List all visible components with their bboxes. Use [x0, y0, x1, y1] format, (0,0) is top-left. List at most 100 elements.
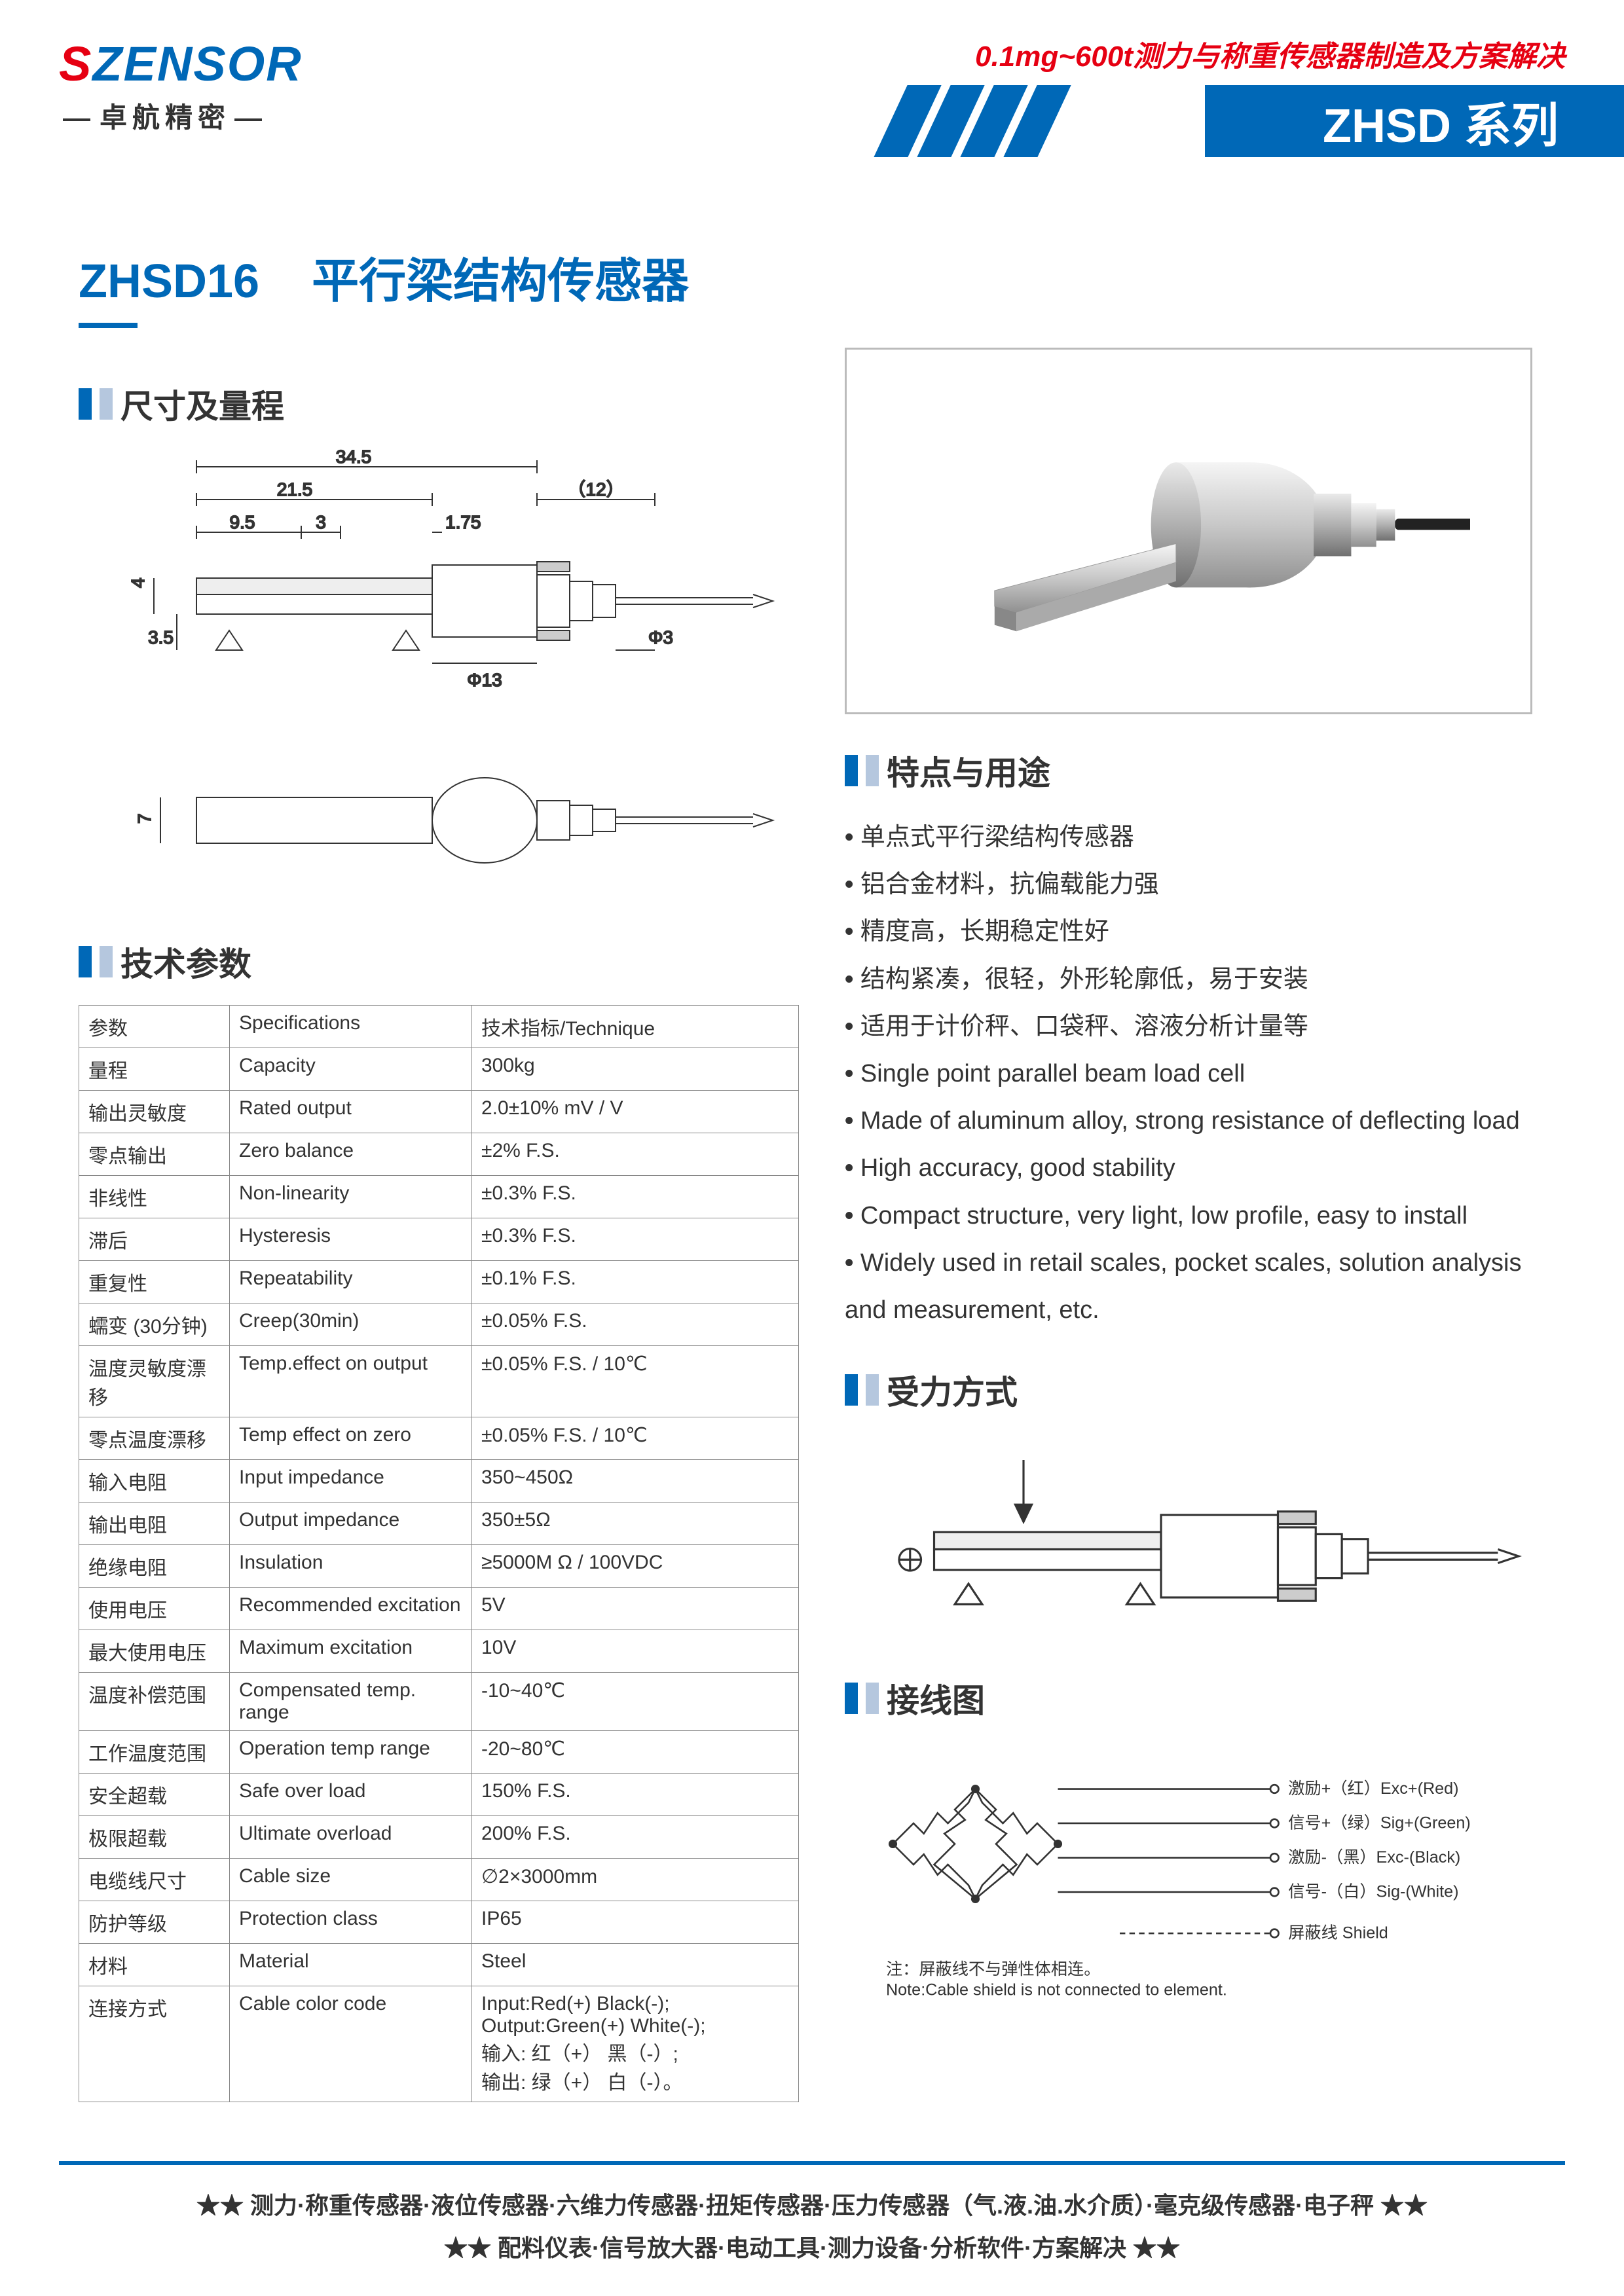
blue-bar-icon — [845, 755, 858, 786]
table-cell: 200% F.S. — [472, 1816, 799, 1859]
dimension-drawing-side: 7 — [79, 752, 799, 896]
blue-bar-icon — [845, 1374, 858, 1406]
footer-line1: ★★ 测力·称重传感器·液位传感器·六维力传感器·扭矩传感器·压力传感器（气.液… — [0, 2185, 1624, 2227]
page-footer: ★★ 测力·称重传感器·液位传感器·六维力传感器·扭矩传感器·压力传感器（气.液… — [0, 2161, 1624, 2270]
list-item: Widely used in retail scales, pocket sca… — [845, 1239, 1532, 1334]
wiring-note-en: Note:Cable shield is not connected to el… — [886, 1981, 1227, 1999]
table-cell: 绝缘电阻 — [79, 1545, 230, 1588]
svg-text:34.5: 34.5 — [336, 447, 372, 467]
spec-table: 参数Specifications技术指标/Technique量程Capacity… — [79, 1005, 799, 2102]
gray-bar-icon — [866, 1374, 879, 1406]
svg-text:1.75: 1.75 — [445, 512, 481, 532]
section-force: 受力方式 — [845, 1366, 1532, 1413]
table-row: 零点输出Zero balance±2% F.S. — [79, 1133, 799, 1176]
model-name: 平行梁结构传感器 — [312, 255, 689, 308]
table-row: 温度补偿范围Compensated temp. range-10~40℃ — [79, 1673, 799, 1731]
table-cell: Maximum excitation — [230, 1630, 472, 1673]
table-cell: 输入电阻 — [79, 1460, 230, 1503]
table-cell: Material — [230, 1944, 472, 1986]
table-cell: 安全超载 — [79, 1774, 230, 1816]
blue-bar-icon — [79, 388, 92, 420]
model-number: ZHSD16 — [79, 255, 259, 308]
table-cell: Rated output — [230, 1091, 472, 1133]
section-specs-label: 技术参数 — [120, 938, 251, 985]
logo-subtitle: 卓航精密 — [59, 96, 303, 136]
svg-text:9.5: 9.5 — [230, 512, 255, 532]
table-cell: Output impedance — [230, 1503, 472, 1545]
table-row: 防护等级Protection classIP65 — [79, 1901, 799, 1944]
main-content: 尺寸及量程 34.5 21.5 （12） 9.5 3 — [0, 328, 1624, 2102]
table-cell: 极限超载 — [79, 1816, 230, 1859]
table-cell: 温度灵敏度漂移 — [79, 1346, 230, 1417]
table-cell: Temp.effect on output — [230, 1346, 472, 1417]
wiring-note-cn: 注：屏蔽线不与弹性体相连。 — [886, 1960, 1100, 1978]
svg-text:4: 4 — [128, 577, 148, 588]
svg-text:7: 7 — [134, 813, 155, 824]
feature-list: 单点式平行梁结构传感器铝合金材料，抗偏载能力强精度高，长期稳定性好结构紧凑，很轻… — [845, 814, 1532, 1334]
series-banner: ZHSD 系列 — [1205, 85, 1624, 157]
table-cell: 零点温度漂移 — [79, 1417, 230, 1460]
table-cell: 连接方式 — [79, 1986, 230, 2102]
table-cell: Operation temp range — [230, 1731, 472, 1774]
svg-text:Φ13: Φ13 — [467, 670, 502, 690]
slash-decor — [891, 85, 1054, 157]
table-row: 极限超载Ultimate overload200% F.S. — [79, 1816, 799, 1859]
table-cell: 工作温度范围 — [79, 1731, 230, 1774]
table-cell: 350±5Ω — [472, 1503, 799, 1545]
table-cell: 电缆线尺寸 — [79, 1859, 230, 1901]
table-cell: 蠕变 (30分钟) — [79, 1303, 230, 1346]
table-cell: Specifications — [230, 1006, 472, 1048]
table-cell: ±0.05% F.S. / 10℃ — [472, 1417, 799, 1460]
table-row: 安全超载Safe over load150% F.S. — [79, 1774, 799, 1816]
table-row: 输出电阻Output impedance350±5Ω — [79, 1503, 799, 1545]
table-cell: ±0.05% F.S. / 10℃ — [472, 1346, 799, 1417]
table-cell: 150% F.S. — [472, 1774, 799, 1816]
table-cell: ±0.3% F.S. — [472, 1176, 799, 1218]
table-cell: 5V — [472, 1588, 799, 1630]
product-image — [845, 348, 1532, 714]
table-row: 最大使用电压Maximum excitation10V — [79, 1630, 799, 1673]
table-row: 工作温度范围Operation temp range-20~80℃ — [79, 1731, 799, 1774]
table-cell: 最大使用电压 — [79, 1630, 230, 1673]
gray-bar-icon — [100, 388, 113, 420]
table-row: 蠕变 (30分钟)Creep(30min)±0.05% F.S. — [79, 1303, 799, 1346]
table-row: 温度灵敏度漂移Temp.effect on output±0.05% F.S. … — [79, 1346, 799, 1417]
list-item: Compact structure, very light, low profi… — [845, 1192, 1532, 1239]
svg-text:3: 3 — [316, 512, 326, 532]
page-title: ZHSD16 平行梁结构传感器 — [79, 242, 1624, 311]
force-diagram — [845, 1446, 1532, 1639]
table-cell: 非线性 — [79, 1176, 230, 1218]
table-cell: 参数 — [79, 1006, 230, 1048]
table-cell: 重复性 — [79, 1261, 230, 1303]
table-cell: Protection class — [230, 1901, 472, 1944]
svg-text:（12）: （12） — [567, 479, 624, 500]
page-header: SZENSOR 卓航精密 0.1mg~600t测力与称重传感器制造及方案解决 Z… — [0, 0, 1624, 190]
blue-bar-icon — [79, 946, 92, 977]
section-dimensions-label: 尺寸及量程 — [120, 380, 284, 428]
logo: SZENSOR 卓航精密 — [59, 36, 303, 136]
section-wiring: 接线图 — [845, 1675, 1532, 1722]
logo-s: S — [59, 37, 92, 91]
table-row: 绝缘电阻Insulation≥5000M Ω / 100VDC — [79, 1545, 799, 1588]
list-item: 适用于计价秤、口袋秤、溶液分析计量等 — [845, 1003, 1532, 1050]
logo-text: SZENSOR — [59, 36, 303, 92]
table-row: 输入电阻Input impedance350~450Ω — [79, 1460, 799, 1503]
table-cell: 技术指标/Technique — [472, 1006, 799, 1048]
table-cell: ±2% F.S. — [472, 1133, 799, 1176]
table-cell: 材料 — [79, 1944, 230, 1986]
wiring-sig-plus: 信号+（绿）Sig+(Green) — [1288, 1813, 1471, 1832]
table-cell: 350~450Ω — [472, 1460, 799, 1503]
table-cell: 10V — [472, 1630, 799, 1673]
title-underline — [79, 323, 138, 328]
table-cell: Input:Red(+) Black(-); Output:Green(+) W… — [472, 1986, 799, 2102]
list-item: 精度高，长期稳定性好 — [845, 908, 1532, 955]
table-row: 重复性Repeatability±0.1% F.S. — [79, 1261, 799, 1303]
right-column: 特点与用途 单点式平行梁结构传感器铝合金材料，抗偏载能力强精度高，长期稳定性好结… — [845, 348, 1532, 2102]
table-cell: 滞后 — [79, 1218, 230, 1261]
table-cell: 防护等级 — [79, 1901, 230, 1944]
table-cell: Cable size — [230, 1859, 472, 1901]
svg-text:Φ3: Φ3 — [648, 627, 673, 647]
table-cell: Recommended excitation — [230, 1588, 472, 1630]
section-force-label: 受力方式 — [887, 1366, 1018, 1413]
table-cell: -10~40℃ — [472, 1673, 799, 1731]
